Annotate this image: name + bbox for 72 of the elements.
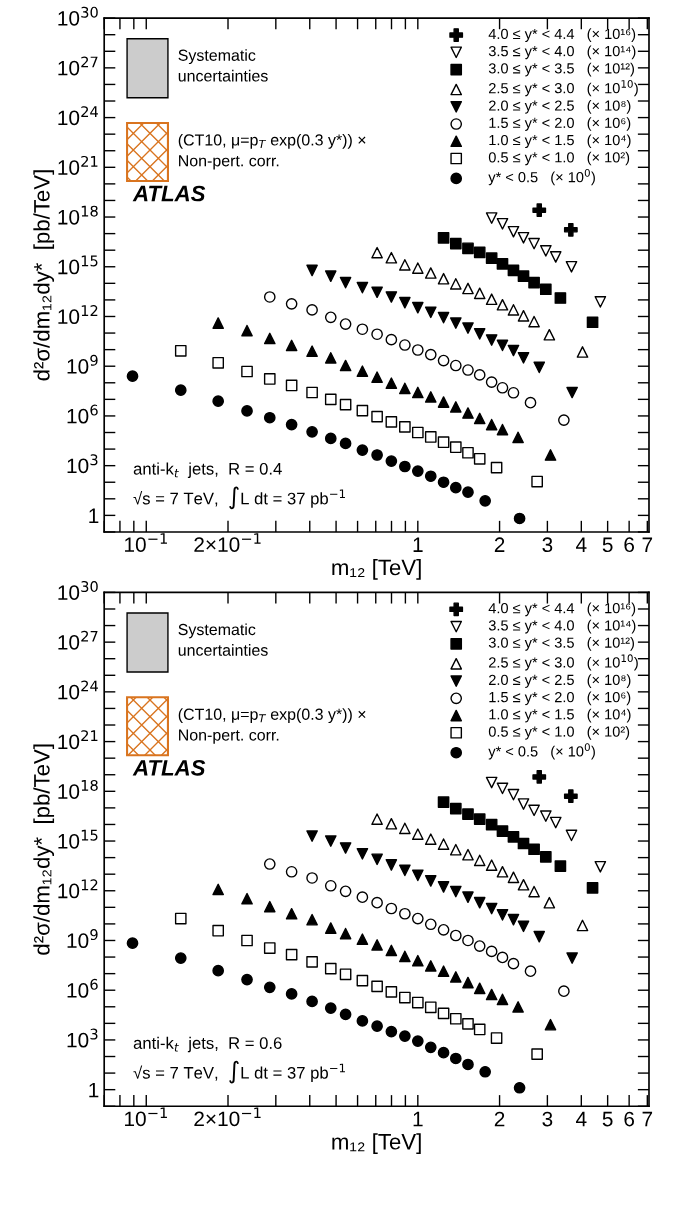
- x-tick-label: 1: [413, 537, 423, 552]
- x-axis-title: m₁₂ [TeV]: [332, 1133, 421, 1155]
- legend-label: 2.0 ≤ y* < 2.5 (× 10⁸): [489, 674, 631, 688]
- legend-label: 2.0 ≤ y* < 2.5 (× 10⁸): [489, 100, 631, 114]
- y-tick-label: 10$^{3}$: [67, 1028, 98, 1048]
- legend-label: 0.5 ≤ y* < 1.0 (× 10²): [488, 726, 630, 740]
- y-tick-label: 10$^{27}$: [58, 630, 98, 650]
- legend-label: 1.5 ≤ y* < 2.0 (× 10⁶): [489, 117, 631, 131]
- annotation: √s = 7 TeV, ∫L dt = 37 pb$^{−1}$: [133, 486, 345, 510]
- x-axis-title: m₁₂ [TeV]: [332, 559, 421, 580]
- x-tick-label: 5: [602, 537, 613, 553]
- x-tick-label: 4: [576, 1111, 587, 1127]
- y-tick-label: 10$^{30}$: [58, 581, 98, 600]
- y-tick-label: 10$^{12}$: [58, 305, 98, 325]
- y-tick-label: 10$^{6}$: [67, 404, 98, 424]
- legend-label: 1.0 ≤ y* < 1.5 (× 10⁴): [489, 708, 631, 723]
- y-tick-label: 10$^{15}$: [58, 255, 98, 275]
- x-tick-label: 1: [413, 1111, 423, 1127]
- x-tick-label: 4: [576, 537, 587, 552]
- x-tick-label: 7: [642, 1111, 653, 1127]
- legend-label: 0.5 ≤ y* < 1.0 (× 10²): [488, 151, 630, 166]
- y-tick-label: 10$^{9}$: [67, 354, 98, 374]
- x-tick-label: 10$^{−1}$: [125, 533, 167, 552]
- legend-label: 3.0 ≤ y* < 3.5 (× 10¹²): [488, 637, 634, 651]
- y-axis-title: d²σ/dm₁₂dy* [pb/TeV]: [33, 744, 55, 955]
- x-tick-label: 5: [602, 1111, 613, 1127]
- annotation: (CT10, μ=p$_{T}$ exp(0.3 y*)) × Non-pert. corr.: [178, 133, 366, 170]
- x-tick-label: 7: [642, 537, 653, 552]
- annotation: Systematic uncertainties: [178, 623, 268, 656]
- legend-label: 2.5 ≤ y* < 3.0 (× 10$^{10}$): [489, 80, 638, 97]
- annotation: anti-k$_{t}$ jets, R = 0.4: [133, 462, 282, 478]
- y-tick-label: 10$^{21}$: [58, 730, 98, 750]
- y-tick-label: 10$^{15}$: [58, 829, 98, 849]
- legend-label: 3.5 ≤ y* < 4.0 (× 10¹⁴): [488, 619, 636, 634]
- annotation: ATLAS: [132, 185, 206, 202]
- legend-label: 3.0 ≤ y* < 3.5 (× 10¹²): [488, 62, 634, 77]
- y-tick-label: 10$^{21}$: [58, 155, 98, 175]
- x-tick-label: 2×10$^{−1}$: [194, 533, 261, 552]
- y-tick-label: 10$^{24}$: [58, 106, 98, 126]
- y-tick-label: 1: [89, 1082, 99, 1098]
- y-tick-label: 10$^{12}$: [58, 879, 98, 899]
- x-tick-label: 3: [542, 1111, 553, 1127]
- legend-label: y* < 0.5 (× 10$^{0}$): [488, 169, 595, 186]
- x-tick-label: 6: [624, 537, 635, 553]
- x-tick-label: 2: [494, 1111, 505, 1127]
- x-tick-label: 6: [624, 1111, 635, 1127]
- y-axis-title: d²σ/dm₁₂dy* [pb/TeV]: [33, 170, 55, 381]
- legend-label: 4.0 ≤ y* < 4.4 (× 10¹⁶): [488, 28, 636, 42]
- legend-label: 2.5 ≤ y* < 3.0 (× 10$^{10}$): [489, 654, 638, 671]
- y-tick-label: 10$^{18}$: [58, 205, 98, 225]
- x-tick-label: 2: [494, 537, 505, 552]
- annotation: Systematic uncertainties: [178, 49, 268, 82]
- annotation: ATLAS: [132, 759, 206, 776]
- y-tick-label: 10$^{9}$: [67, 929, 98, 949]
- legend-label: y* < 0.5 (× 10$^{0}$): [488, 743, 595, 760]
- annotation: (CT10, μ=p$_{T}$ exp(0.3 y*)) × Non-pert. corr.: [178, 708, 366, 744]
- y-tick-label: 10$^{18}$: [58, 779, 98, 799]
- legend-label: 3.5 ≤ y* < 4.0 (× 10¹⁴): [488, 45, 636, 60]
- legend-label: 1.0 ≤ y* < 1.5 (× 10⁴): [489, 134, 631, 149]
- x-tick-label: 10$^{−1}$: [125, 1107, 167, 1127]
- legend-label: 1.5 ≤ y* < 2.0 (× 10⁶): [489, 691, 631, 706]
- legend-label: 4.0 ≤ y* < 4.4 (× 10¹⁶): [488, 602, 636, 617]
- y-tick-label: 1: [89, 508, 99, 523]
- y-tick-label: 10$^{6}$: [67, 978, 98, 998]
- y-tick-label: 10$^{3}$: [67, 454, 98, 474]
- y-tick-label: 10$^{27}$: [58, 56, 98, 76]
- annotation: √s = 7 TeV, ∫L dt = 37 pb$^{−1}$: [133, 1060, 345, 1084]
- annotation: anti-k$_{t}$ jets, R = 0.6: [133, 1036, 282, 1053]
- y-tick-label: 10$^{24}$: [58, 680, 98, 700]
- x-tick-label: 2×10$^{−1}$: [194, 1107, 261, 1127]
- y-tick-label: 10$^{30}$: [58, 6, 98, 26]
- x-tick-label: 3: [542, 537, 553, 553]
